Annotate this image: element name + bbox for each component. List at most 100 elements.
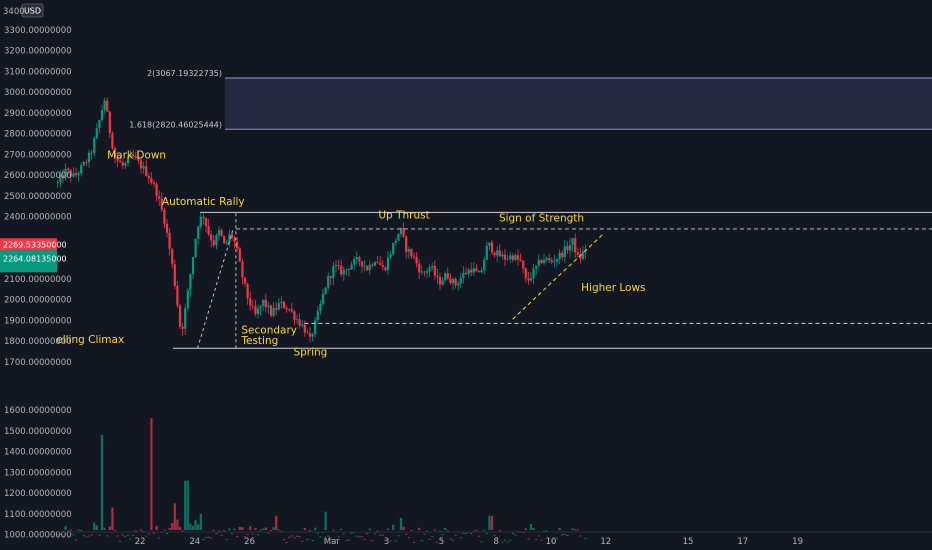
volume-bar [103,527,106,530]
last-price-badge [0,238,57,251]
annotation-label: Up Thrust [378,210,429,222]
volume-bar [293,537,296,539]
candle-body [397,233,400,241]
volume-bar [360,536,364,538]
candle-body [457,283,460,286]
candle-body [358,257,361,262]
volume-bar [202,539,205,541]
volume-bar [116,535,119,537]
candle-body [64,168,67,179]
candle-body [381,265,384,268]
volume-bar [82,535,85,537]
volume-bar [355,535,358,537]
volume-bar [454,534,457,536]
volume-bar [545,530,548,532]
volume-bar [488,515,491,530]
currency-badge [21,3,44,18]
volume-bar [350,532,353,534]
time-tick-label: 3 [384,537,389,547]
candle-body [220,230,223,236]
volume-bar [220,534,223,536]
candle-body [483,259,486,271]
candle-body [501,254,504,257]
candle-body [402,228,405,237]
volume-bar [384,539,387,541]
price-tick-label: 2500.00000000 [4,192,72,202]
candle-body [158,196,161,199]
candle-body [485,245,488,260]
volume-bar [181,530,184,532]
candle-body [293,311,296,320]
candle-body [540,259,543,263]
candle-body [386,257,390,271]
candle-body [217,230,221,236]
volume-tick-label: 1200.00000000 [4,489,72,499]
volume-bar [108,526,111,530]
candle-body [298,319,301,326]
volume-bar [405,533,408,535]
candle-body [441,280,444,285]
candle-body [168,232,171,249]
candle-body [59,175,62,183]
volume-bar [139,529,143,531]
candle-body [197,226,200,239]
candle-body [324,287,327,294]
time-axis[interactable]: 22 24 26 Mar 3 5 8 10 12 15 17 19 [57,531,932,547]
volume-bar [376,530,379,532]
volume-bar [256,534,260,536]
candle-body [119,160,122,163]
volume-bar [77,529,80,531]
price-axis[interactable]: USD 3400 3300.00000000 3200.00000000 3100.0… [0,0,72,550]
candle-body [394,240,397,243]
volume-bar [288,536,291,538]
candle-body [290,309,293,312]
fib-zone[interactable]: 2(3067.19322735) 1.618(2820.46025444) [129,69,932,130]
candle-body [418,263,421,273]
candle-body [82,162,85,166]
volume-bar [165,533,169,535]
volume-bar [236,536,239,538]
level-lines[interactable] [172,211,932,349]
candle-body [431,266,434,268]
volume-bar [233,528,236,530]
volume-bar [145,535,148,537]
candle-body [511,255,514,260]
candle-body [316,311,319,320]
price-tick-label: 1900.00000000 [4,316,72,326]
price-tick-label: 2100.00000000 [4,275,72,285]
candle-body [160,198,163,210]
time-tick-label: 24 [189,537,200,547]
volume-bar [132,534,135,536]
volume-bar [334,538,338,540]
candle-body [423,271,426,273]
candle-body [321,293,325,304]
volume-bar [64,526,67,530]
candle-body [574,238,577,253]
candle-body [392,242,395,255]
volume-bar [186,480,189,530]
volume-bar [275,515,278,530]
time-tick-label: 26 [244,537,255,547]
volume-tick-label: 1500.00000000 [4,427,72,437]
time-tick-label: 10 [546,537,557,547]
candle-body [532,268,535,279]
volume-bar [503,539,507,541]
fib-upper-label: 2(3067.19322735) [147,69,222,78]
price-tick-label: 3100.00000000 [4,67,72,77]
volume-bar [191,525,195,530]
rally-dashed-diagonal [197,228,234,349]
candle-body [303,324,306,333]
time-tick-label: 8 [493,537,498,547]
price-tick-label: 2700.00000000 [4,150,72,160]
volume-bar [241,527,244,530]
candle-body [199,216,202,227]
volume-bar [472,530,475,532]
volume-bar [319,536,322,538]
volume-tick-label: 1600.00000000 [4,406,72,416]
volume-bar [441,534,444,536]
candle-body [285,308,288,310]
volume-bar [345,540,348,542]
prev-price-badge [0,250,57,273]
candle-body [555,259,559,262]
